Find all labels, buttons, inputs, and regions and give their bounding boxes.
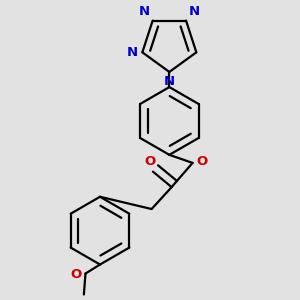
Text: O: O (197, 155, 208, 168)
Text: O: O (70, 268, 81, 281)
Text: O: O (145, 155, 156, 168)
Text: N: N (126, 46, 137, 59)
Text: N: N (189, 5, 200, 18)
Text: N: N (164, 76, 175, 88)
Text: N: N (139, 5, 150, 18)
